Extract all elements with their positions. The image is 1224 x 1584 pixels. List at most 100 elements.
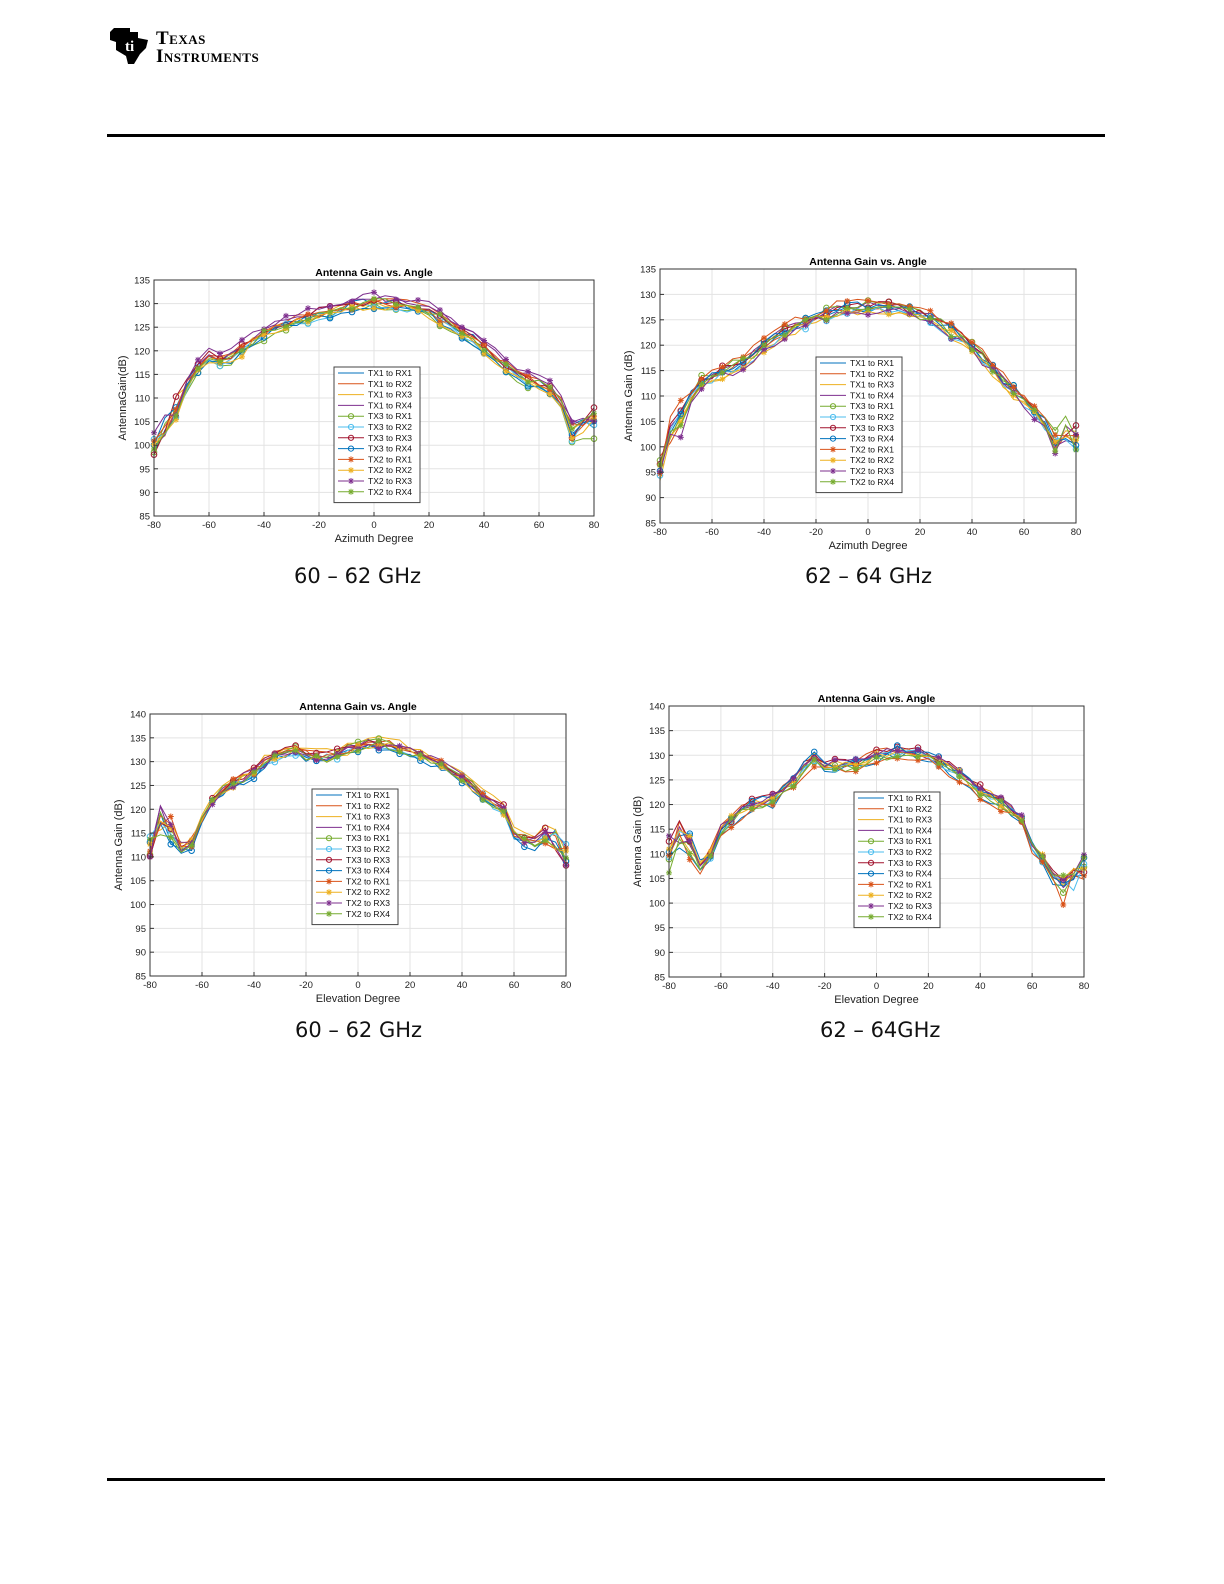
y-tick-label: 105 (640, 417, 656, 428)
chart-elevation-62-64-svg: -80 -60 -40 -20 0 20 40 60 80 85 90 95 100 105 110 115 1… (632, 693, 1089, 1006)
asterisk-stroke (823, 317, 829, 323)
asterisk-stroke (948, 334, 954, 340)
x-tick-label: 20 (923, 981, 934, 992)
asterisk-stroke (865, 312, 871, 318)
series-point-10 (371, 305, 377, 312)
x-tick-label: 20 (405, 980, 416, 991)
asterisk-stroke (823, 308, 829, 314)
series-point-12 (188, 842, 195, 849)
legend-entry-label: TX1 to RX2 (850, 369, 894, 379)
asterisk-stroke (927, 308, 933, 314)
series-point-9 (728, 824, 735, 831)
series-point-11 (865, 311, 871, 318)
x-tick-label: -40 (766, 981, 780, 992)
asterisk-stroke (907, 306, 913, 312)
asterisk-stroke (853, 756, 859, 762)
asterisk-stroke (998, 798, 1004, 804)
y-tick-label: 90 (135, 948, 146, 959)
series-point-12 (873, 754, 880, 761)
asterisk-stroke (915, 754, 921, 760)
asterisk-stroke (782, 336, 788, 342)
asterisk-stroke (1060, 877, 1066, 883)
y-axis-label: Antenna Gain (dB) (113, 799, 125, 890)
asterisk-stroke (1039, 853, 1046, 859)
legend-box (815, 356, 903, 494)
series-point-12 (313, 752, 320, 759)
asterisk-stroke (230, 776, 236, 782)
x-tick-label: 60 (534, 520, 545, 531)
asterisk-stroke (459, 778, 465, 784)
x-tick-label: -60 (202, 520, 216, 531)
series-point-12 (167, 834, 174, 841)
series-point-12 (500, 808, 507, 815)
series-point-11 (283, 312, 289, 319)
legend-entry-label: TX3 to RX1 (888, 836, 932, 846)
asterisk-stroke (371, 289, 377, 295)
series-point-10 (547, 391, 553, 398)
x-tick-label: -40 (257, 520, 271, 531)
legend-entry-label: TX2 to RX2 (850, 455, 894, 465)
y-tick-label: 140 (649, 702, 665, 713)
series-point-11 (698, 385, 705, 392)
series-point-12 (459, 330, 465, 337)
asterisk-stroke (1019, 818, 1025, 824)
series-point-12 (525, 379, 531, 386)
asterisk-stroke (782, 332, 788, 338)
legend-entry-label: TX2 to RX3 (888, 901, 932, 911)
asterisk-stroke (501, 808, 507, 814)
x-axis-label: Azimuth Degree (829, 540, 908, 552)
series-point-12 (393, 301, 399, 308)
series-point-12 (415, 304, 421, 311)
asterisk-stroke (699, 376, 705, 382)
asterisk-stroke (503, 356, 509, 362)
footer-rule (107, 1478, 1105, 1481)
asterisk-stroke (525, 373, 531, 379)
x-axis-label: Elevation Degree (316, 993, 400, 1005)
asterisk-stroke (687, 833, 693, 840)
asterisk-stroke (415, 297, 421, 303)
y-tick-label: 135 (640, 265, 656, 276)
legend-entry-label: TX1 to RX3 (888, 815, 932, 825)
series-point-12 (802, 316, 809, 323)
series-point-9 (998, 808, 1004, 815)
y-tick-label: 115 (641, 366, 656, 377)
series-point-11 (239, 336, 245, 343)
series-point-12 (707, 853, 714, 860)
y-tick-label: 100 (640, 442, 656, 453)
asterisk-stroke (217, 350, 223, 357)
x-tick-label: 60 (509, 980, 520, 991)
series-point-12 (209, 796, 216, 803)
asterisk-stroke (313, 757, 319, 763)
series-point-12 (371, 295, 377, 302)
y-tick-label: 130 (649, 751, 665, 762)
series-point-11 (313, 757, 320, 764)
legend-marker-asterisk (348, 478, 354, 484)
series-point-11 (677, 434, 684, 441)
asterisk-stroke (1031, 416, 1037, 422)
asterisk-stroke (168, 813, 174, 820)
series-point-12 (844, 304, 851, 311)
asterisk-stroke (998, 803, 1004, 809)
x-tick-label: -80 (653, 527, 667, 538)
legend-marker-circle (829, 403, 837, 410)
asterisk-stroke (886, 311, 892, 317)
asterisk-stroke (1019, 812, 1025, 818)
asterisk-stroke (948, 328, 954, 334)
y-tick-label: 115 (131, 829, 146, 840)
asterisk-stroke (173, 417, 179, 423)
asterisk-stroke (678, 397, 684, 403)
legend-marker-circle (867, 870, 875, 877)
asterisk-stroke (503, 361, 509, 367)
x-tick-label: 0 (371, 520, 376, 531)
series-point-9 (1060, 901, 1067, 908)
chart-azimuth-60-62: -80 -60 -40 -20 0 20 40 60 80 85 90 95 100 105 110 115 1… (112, 262, 612, 552)
series-point-11 (894, 748, 901, 755)
asterisk-stroke (678, 434, 684, 440)
series-point-12 (894, 753, 901, 760)
y-tick-label: 115 (135, 370, 150, 381)
legend-marker-circle (829, 435, 837, 442)
legend-marker-circle (347, 445, 355, 452)
series-point-11 (481, 337, 487, 344)
asterisk-stroke (481, 351, 487, 357)
